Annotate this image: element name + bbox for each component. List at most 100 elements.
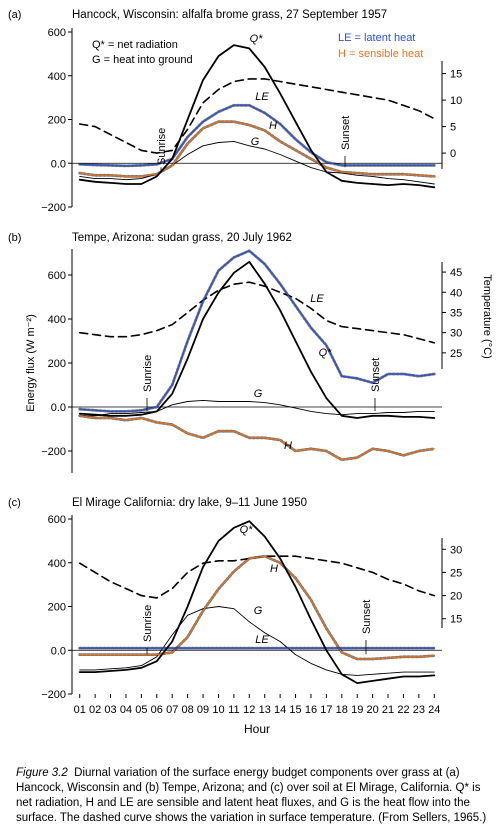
series-temperature-line (78, 555, 436, 599)
legend-left-2: G = heat into ground (92, 54, 193, 66)
series-g-line (79, 399, 435, 417)
y2-tick-label: 30 (450, 328, 462, 340)
y2-tick-label: 5 (450, 122, 456, 134)
y-tick-label: 0.0 (51, 158, 66, 170)
label-g: G (254, 605, 263, 617)
y-tick-label: 400 (48, 314, 66, 326)
y-tick-label: −200 (41, 689, 66, 701)
x-tick-label: 06 (151, 704, 163, 716)
annotation-sunset: Sunset (361, 600, 373, 634)
figure-caption-text: Diurnal variation of the surface energy … (16, 767, 487, 824)
x-tick-label: 09 (197, 704, 209, 716)
y-axis-label: Energy flux (W m⁻²) (25, 314, 37, 411)
y-tick-label: 400 (48, 558, 66, 570)
x-tick-label: 17 (320, 704, 332, 716)
x-tick-label: 19 (351, 704, 363, 716)
y2-tick-label: 40 (450, 287, 462, 299)
series-h-dots (78, 120, 436, 178)
series-h-line (79, 415, 435, 461)
panel-title: El Mirage California: dry lake, 9–11 Jun… (72, 497, 307, 509)
annotation-sunset: Sunset (340, 116, 352, 150)
series-le-line (79, 104, 435, 167)
x-tick-label: 21 (382, 704, 394, 716)
y-tick-label: 200 (48, 358, 66, 370)
annotation-sunrise: Sunrise (142, 605, 154, 642)
label-g: G (251, 136, 260, 148)
series-g-line (79, 606, 435, 676)
series-qstar-line (78, 260, 436, 419)
x-tick-label: 07 (166, 704, 178, 716)
y2-tick-label: 25 (450, 348, 462, 360)
x-tick-label: 23 (413, 704, 425, 716)
x-tick-label: 05 (135, 704, 147, 716)
y2-tick-label: 30 (450, 544, 462, 556)
x-tick-label: 22 (397, 704, 409, 716)
y2-axis-label: Temperature (°C) (481, 274, 493, 358)
series-temperature-line (78, 281, 436, 344)
x-tick-label: 03 (104, 704, 116, 716)
y2-tick-label: 15 (450, 614, 462, 626)
y-tick-label: 400 (48, 71, 66, 83)
y-tick-label: 200 (48, 602, 66, 614)
y-tick-label: 0.0 (51, 645, 66, 657)
y-tick-label: −200 (41, 202, 66, 214)
energy-budget-figure: (a) Hancock, Wisconsin: alfalfa brome gra… (8, 9, 493, 736)
panel-label: (c) (8, 497, 21, 509)
x-tick-label: 12 (243, 704, 255, 716)
series-le-line (79, 250, 435, 412)
x-tick-label: 15 (289, 704, 301, 716)
annotation-sunset: Sunset (370, 358, 382, 392)
y2-tick-label: 20 (450, 591, 462, 603)
x-tick-label: 04 (120, 704, 132, 716)
annotation-sunrise: Sunrise (156, 128, 168, 165)
annotation-sunrise: Sunrise (142, 355, 154, 392)
panel-title: Tempe, Arizona: sudan grass, 20 July 196… (72, 232, 292, 244)
panel-label: (b) (8, 232, 21, 244)
series-qstar-line (78, 44, 436, 189)
series-h-line (79, 555, 435, 660)
x-tick-label: 08 (182, 704, 194, 716)
legend-right-2: H = sensible heat (338, 48, 423, 60)
legend-left-1: Q* = net radiation (92, 39, 178, 51)
series-qstar-line (78, 520, 436, 684)
label-h: H (284, 440, 292, 452)
x-tick-label: 14 (274, 704, 286, 716)
x-tick-label: 02 (89, 704, 101, 716)
series-h-line (79, 121, 435, 177)
y2-tick-label: 25 (450, 567, 462, 579)
panel-title: Hancock, Wisconsin: alfalfa brome grass,… (72, 9, 387, 21)
y-tick-label: −200 (41, 446, 66, 458)
y-tick-label: 600 (48, 270, 66, 282)
label-h: H (270, 563, 278, 575)
label-le: LE (255, 91, 269, 103)
x-tick-label: 18 (336, 704, 348, 716)
x-axis-label: Hour (244, 722, 270, 736)
label-le: LE (255, 634, 269, 646)
x-tick-label: 20 (367, 704, 379, 716)
label-qstar: Q* (319, 347, 333, 359)
x-tick-label: 01 (74, 704, 86, 716)
y-tick-label: 200 (48, 115, 66, 127)
series-temperature-line (78, 78, 436, 154)
series-g-line (79, 140, 435, 185)
label-h: H (269, 120, 277, 132)
y2-tick-label: 35 (450, 307, 462, 319)
y2-tick-label: 0 (450, 148, 456, 160)
y2-tick-label: 45 (450, 267, 462, 279)
y2-tick-label: 15 (450, 69, 462, 81)
x-tick-label: 16 (305, 704, 317, 716)
label-g: G (254, 388, 263, 400)
label-qstar: Q* (250, 33, 264, 45)
y2-tick-label: 10 (450, 95, 462, 107)
x-tick-label: 24 (428, 704, 440, 716)
figure-caption: Figure 3.2 Diurnal variation of the surf… (16, 766, 492, 826)
legend-right-1: LE = latent heat (338, 32, 415, 44)
y-tick-label: 600 (48, 27, 66, 39)
x-tick-label: 13 (259, 704, 271, 716)
figure-label: Figure 3.2 (16, 767, 68, 779)
panel-label: (a) (8, 9, 21, 21)
y-tick-label: 600 (48, 514, 66, 526)
label-qstar: Q* (240, 524, 254, 536)
x-tick-label: 10 (212, 704, 224, 716)
x-tick-label: 11 (228, 704, 239, 716)
